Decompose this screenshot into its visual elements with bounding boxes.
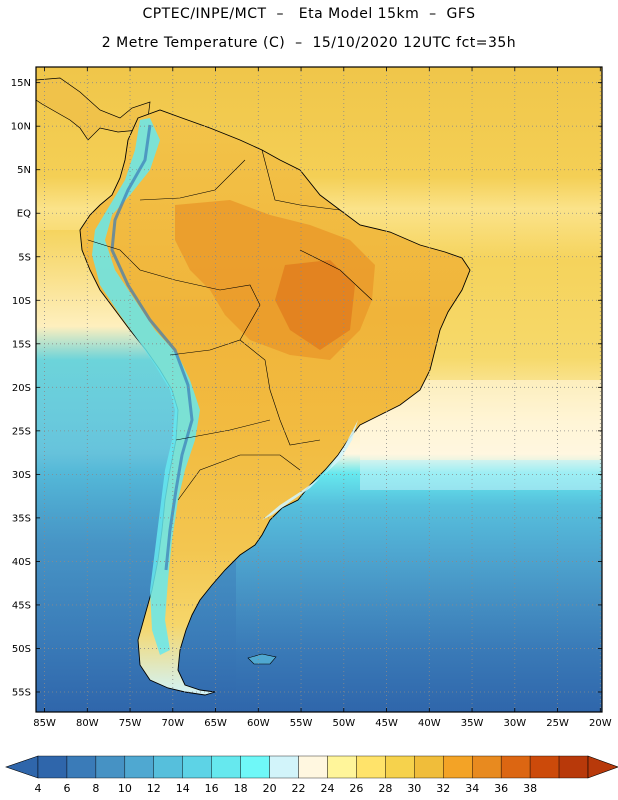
colorbar-label: 24 <box>320 782 334 795</box>
lon-tick-label: 70W <box>161 718 184 729</box>
colorbar-swatch <box>414 755 444 779</box>
transition-band <box>360 460 602 490</box>
colorbar-label: 18 <box>234 782 248 795</box>
colorbar-swatch <box>327 755 357 779</box>
lon-tick-label: 50W <box>332 718 355 729</box>
lon-tick-label: 25W <box>546 718 569 729</box>
lat-tick-label: 15S <box>12 339 31 350</box>
colorbar-swatch <box>240 755 270 779</box>
lon-tick-label: 55W <box>290 718 313 729</box>
colorbar-swatch <box>356 755 386 779</box>
lat-tick-label: 35S <box>12 513 31 524</box>
colorbar-label: 22 <box>292 782 306 795</box>
colorbar-swatch <box>558 755 589 779</box>
lat-tick-label: 30S <box>12 470 31 481</box>
colorbar-max-arrow <box>587 755 618 779</box>
lat-tick-label: 45S <box>12 600 31 611</box>
colorbar-swatch <box>211 755 241 779</box>
lat-tick-label: 10S <box>12 296 31 307</box>
lat-tick-label: 10N <box>11 122 31 133</box>
lat-tick-label: 5S <box>18 252 31 263</box>
plot-frame <box>35 66 603 713</box>
lon-tick-label: 65W <box>204 718 227 729</box>
colorbar-swatch <box>298 755 328 779</box>
colorbar-label: 10 <box>118 782 132 795</box>
colorbar-label: 8 <box>92 782 99 795</box>
colorbar-swatch <box>472 755 502 779</box>
colorbar-label: 36 <box>494 782 508 795</box>
lat-tick-label: 55S <box>12 687 31 698</box>
colorbar-swatch <box>500 755 531 779</box>
longitude-axis: 85W 80W 75W 70W 65W 60W 55W 50W 45W 40W 35W 30W 25W 2… <box>33 67 612 729</box>
title-line-2: 2 Metre Temperature (C) – 15/10/2020 12U… <box>101 35 517 51</box>
lon-tick-label: 45W <box>375 718 398 729</box>
colorbar-swatch <box>269 755 299 779</box>
central-america-land <box>36 77 151 141</box>
colorbar-label: 4 <box>35 782 42 795</box>
andes-cool-strip <box>92 118 200 655</box>
lat-tick-label: 5N <box>17 165 31 176</box>
lon-tick-label: 75W <box>119 718 142 729</box>
lat-tick-label: EQ <box>17 209 31 220</box>
lon-tick-label: 30W <box>503 718 526 729</box>
colorbar-label: 28 <box>378 782 392 795</box>
latitude-axis: 15N 10N 5N EQ 5S 10S 15S 20S 25S 30S 35S 40S 45S 50S 5… <box>11 78 602 698</box>
colorbar-label: 26 <box>349 782 363 795</box>
colorbar-swatch <box>153 755 183 779</box>
colorbar-label: 30 <box>407 782 421 795</box>
lat-tick-label: 50S <box>12 644 31 655</box>
lat-tick-label: 20S <box>12 383 31 394</box>
title-line-1: CPTEC/INPE/MCT – Eta Model 15km – GFS <box>142 6 476 22</box>
lat-tick-label: 25S <box>12 426 31 437</box>
falkland-islands <box>247 653 277 665</box>
lat-tick-label: 15N <box>11 78 31 89</box>
lon-tick-label: 20W <box>589 718 612 729</box>
country-borders <box>87 149 373 501</box>
colorbar-swatch <box>529 755 560 779</box>
south-america-land <box>79 109 471 696</box>
colorbar-label: 12 <box>147 782 161 795</box>
colorbar-swatch <box>124 755 154 779</box>
colorbar-label: 16 <box>205 782 219 795</box>
andes-cold-crest <box>110 124 194 571</box>
colorbar-swatch <box>385 755 415 779</box>
colorbar-min-arrow <box>5 755 39 779</box>
lon-tick-label: 60W <box>247 718 270 729</box>
colorbar-label: 14 <box>176 782 190 795</box>
lon-tick-label: 35W <box>461 718 484 729</box>
colorbar-label: 34 <box>465 782 479 795</box>
colorbar-swatch <box>37 755 68 779</box>
colorbar-swatch <box>182 755 212 779</box>
colorbar-swatch <box>443 755 473 779</box>
lon-tick-label: 80W <box>76 718 99 729</box>
colorbar-swatch <box>66 755 97 779</box>
hottest-interior-zone <box>275 260 355 350</box>
lon-tick-label: 40W <box>418 718 441 729</box>
colorbar-label: 38 <box>523 782 537 795</box>
lat-tick-label: 40S <box>12 557 31 568</box>
colorbar-swatch <box>95 755 126 779</box>
lon-tick-label: 85W <box>33 718 56 729</box>
colorbar-label: 20 <box>263 782 277 795</box>
colorbar: 4 6 8 10 12 14 16 18 20 22 24 26 28 30 32 34 36 38 <box>5 755 618 795</box>
colorbar-label: 32 <box>436 782 450 795</box>
colorbar-label: 6 <box>63 782 70 795</box>
plot-area <box>36 67 602 712</box>
